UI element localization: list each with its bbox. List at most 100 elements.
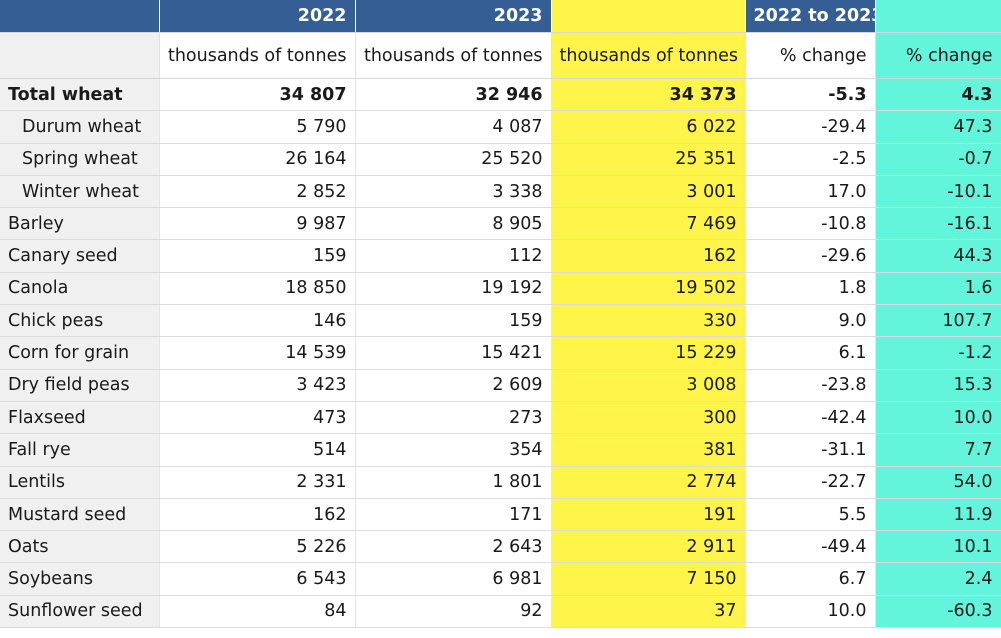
change-2023-2024: -60.3 <box>875 595 1001 629</box>
change-2022-2023: 10.0 <box>745 595 876 629</box>
table-row: Winter wheat 2 852 3 338 3 001 17.0 -10.1 <box>0 175 1001 209</box>
change-2022-2023: 5.5 <box>745 498 876 532</box>
unit-2023: thousands of tonnes <box>355 32 552 79</box>
row-label: Corn for grain <box>0 336 160 370</box>
value-2024: 34 373 <box>551 78 746 112</box>
change-2022-2023: -31.1 <box>745 433 876 467</box>
change-2023-2024: 10.0 <box>875 401 1001 435</box>
unit-header-row: thousands of tonnes thousands of tonnes … <box>0 32 1001 79</box>
value-2023: 19 192 <box>355 272 552 306</box>
row-label: Sunflower seed <box>0 595 160 629</box>
table-row: Corn for grain 14 539 15 421 15 229 6.1 -1.2 <box>0 336 1001 370</box>
header-change-2022-2023: 2022 to 2023 <box>745 0 876 33</box>
row-label: Canary seed <box>0 239 160 273</box>
change-2023-2024: 7.7 <box>875 433 1001 467</box>
change-2023-2024: -0.7 <box>875 143 1001 176</box>
value-2024: 19 502 <box>551 272 746 306</box>
value-2022: 6 543 <box>159 562 356 596</box>
value-2023: 4 087 <box>355 110 552 144</box>
value-2024: 6 022 <box>551 110 746 144</box>
value-2024: 7 150 <box>551 562 746 596</box>
change-2023-2024: 10.1 <box>875 530 1001 564</box>
change-2022-2023: 6.7 <box>745 562 876 596</box>
change-2023-2024: 1.6 <box>875 272 1001 306</box>
value-2022: 26 164 <box>159 143 356 176</box>
value-2022: 146 <box>159 304 356 338</box>
row-label: Winter wheat <box>0 175 160 209</box>
unit-change-2023-2024: % change <box>875 32 1001 79</box>
header-year-2022: 2022 <box>159 0 356 33</box>
value-2023: 159 <box>355 304 552 338</box>
change-2023-2024: -1.2 <box>875 336 1001 370</box>
header-year-2024: 2024 <box>551 0 746 33</box>
value-2022: 5 226 <box>159 530 356 564</box>
row-label: Canola <box>0 272 160 306</box>
value-2022: 84 <box>159 595 356 629</box>
value-2023: 3 338 <box>355 175 552 209</box>
value-2024: 2 911 <box>551 530 746 564</box>
value-2024: 3 001 <box>551 175 746 209</box>
table-row: Sunflower seed 84 92 37 10.0 -60.3 <box>0 595 1001 629</box>
value-2022: 18 850 <box>159 272 356 306</box>
value-2023: 32 946 <box>355 78 552 112</box>
value-2024: 2 774 <box>551 466 746 499</box>
value-2023: 112 <box>355 239 552 273</box>
change-2023-2024: 11.9 <box>875 498 1001 532</box>
change-2022-2023: 17.0 <box>745 175 876 209</box>
change-2022-2023: -49.4 <box>745 530 876 564</box>
change-2022-2023: -10.8 <box>745 207 876 241</box>
table-row: Barley 9 987 8 905 7 469 -10.8 -16.1 <box>0 207 1001 241</box>
row-label: Barley <box>0 207 160 241</box>
change-2022-2023: 9.0 <box>745 304 876 338</box>
value-2024: 15 229 <box>551 336 746 370</box>
table-row: Fall rye 514 354 381 -31.1 7.7 <box>0 433 1001 467</box>
change-2023-2024: -16.1 <box>875 207 1001 241</box>
table-row: Durum wheat 5 790 4 087 6 022 -29.4 47.3 <box>0 110 1001 144</box>
value-2023: 2 643 <box>355 530 552 564</box>
change-2023-2024: 47.3 <box>875 110 1001 144</box>
value-2024: 37 <box>551 595 746 629</box>
table-row: Total wheat 34 807 32 946 34 373 -5.3 4.3 <box>0 78 1001 112</box>
change-2022-2023: -2.5 <box>745 143 876 176</box>
value-2024: 330 <box>551 304 746 338</box>
value-2022: 162 <box>159 498 356 532</box>
unit-2022: thousands of tonnes <box>159 32 356 79</box>
value-2022: 14 539 <box>159 336 356 370</box>
value-2022: 473 <box>159 401 356 435</box>
row-label: Durum wheat <box>0 110 160 144</box>
row-label: Soybeans <box>0 562 160 596</box>
change-2022-2023: -29.4 <box>745 110 876 144</box>
row-label: Lentils <box>0 466 160 499</box>
table-row: Mustard seed 162 171 191 5.5 11.9 <box>0 498 1001 532</box>
change-2023-2024: 15.3 <box>875 369 1001 402</box>
table-row: Lentils 2 331 1 801 2 774 -22.7 54.0 <box>0 466 1001 499</box>
table-body: Total wheat 34 807 32 946 34 373 -5.3 4.3 Duru… <box>0 78 1001 629</box>
change-2022-2023: -5.3 <box>745 78 876 112</box>
value-2023: 6 981 <box>355 562 552 596</box>
row-label: Mustard seed <box>0 498 160 532</box>
table-row: Flaxseed 473 273 300 -42.4 10.0 <box>0 401 1001 435</box>
value-2022: 2 852 <box>159 175 356 209</box>
value-2022: 514 <box>159 433 356 467</box>
row-label: Spring wheat <box>0 143 160 176</box>
unit-2024: thousands of tonnes <box>551 32 746 79</box>
year-header-row: 2022 2023 2024 2022 to 2023 2023 to 2024 <box>0 0 1001 33</box>
table-row: Oats 5 226 2 643 2 911 -49.4 10.1 <box>0 530 1001 564</box>
value-2024: 381 <box>551 433 746 467</box>
corner-cell <box>0 0 160 33</box>
value-2024: 25 351 <box>551 143 746 176</box>
value-2022: 5 790 <box>159 110 356 144</box>
value-2024: 7 469 <box>551 207 746 241</box>
value-2022: 9 987 <box>159 207 356 241</box>
table-row: Canola 18 850 19 192 19 502 1.8 1.6 <box>0 272 1001 306</box>
change-2023-2024: 44.3 <box>875 239 1001 273</box>
row-label: Fall rye <box>0 433 160 467</box>
table-row: Spring wheat 26 164 25 520 25 351 -2.5 -0.7 <box>0 143 1001 176</box>
header-change-2023-2024: 2023 to 2024 <box>875 0 1001 33</box>
row-label: Flaxseed <box>0 401 160 435</box>
row-label: Chick peas <box>0 304 160 338</box>
value-2022: 3 423 <box>159 369 356 402</box>
change-2022-2023: -29.6 <box>745 239 876 273</box>
row-label: Total wheat <box>0 78 160 112</box>
corner-cell-unit <box>0 32 160 79</box>
